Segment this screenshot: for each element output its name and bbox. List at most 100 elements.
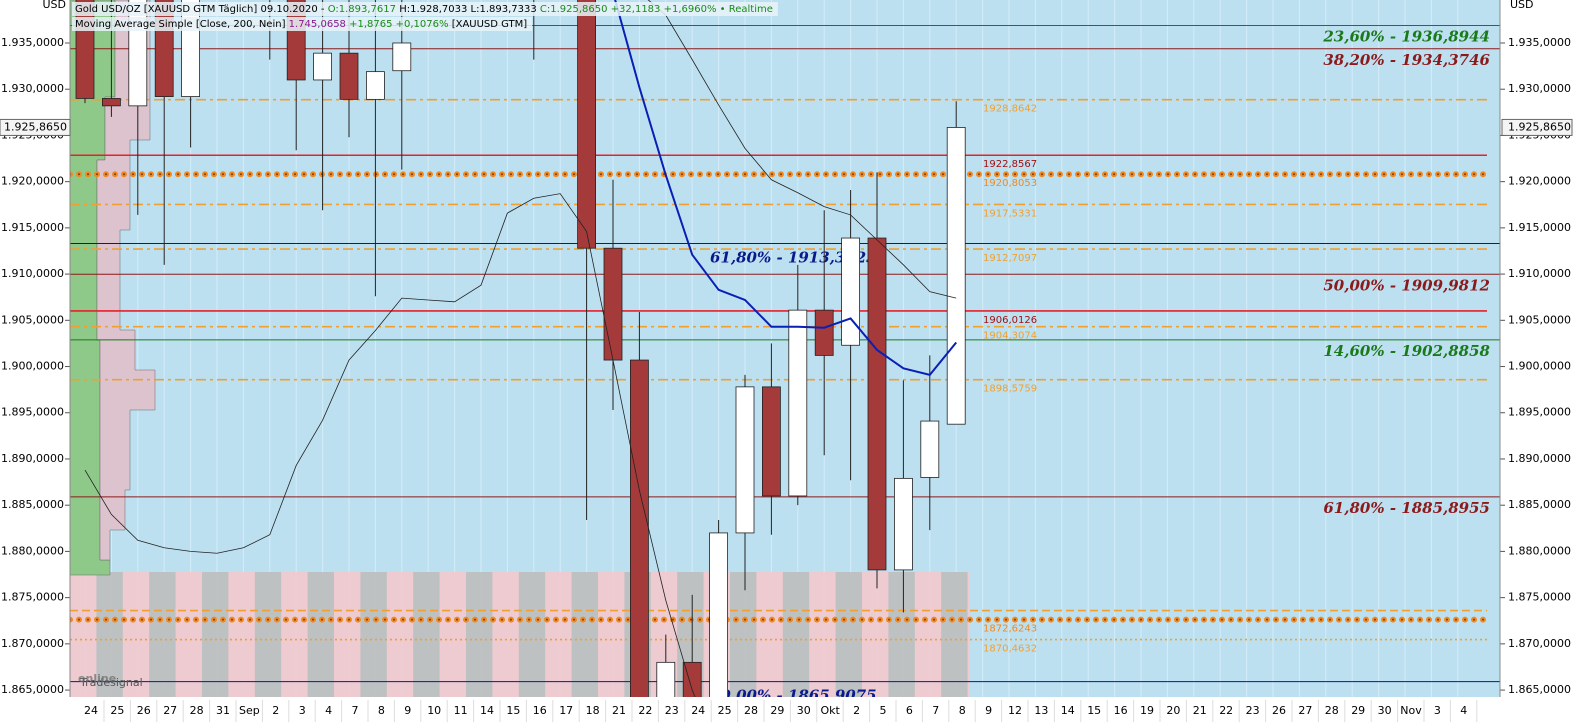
x-tick-label: 16 xyxy=(1114,704,1128,717)
x-tick-label: 3 xyxy=(1434,704,1441,717)
x-tick-label: 20 xyxy=(1166,704,1180,717)
x-tick-label: 31 xyxy=(216,704,230,717)
x-tick-label: 28 xyxy=(744,704,758,717)
indicator-line xyxy=(84,193,696,697)
fib-label: 50,00% - 1865,9075 xyxy=(710,687,877,705)
y-tick-label: 1.875,0000 xyxy=(1508,591,1571,604)
x-tick-label: 23 xyxy=(665,704,679,717)
candle-body xyxy=(365,71,385,100)
legend-text: 1.745,0658 xyxy=(289,19,349,30)
y-tick-label: 1.885,0000 xyxy=(1508,498,1571,511)
x-tick-label: 8 xyxy=(959,704,966,717)
x-tick-label: 30 xyxy=(1378,704,1392,717)
x-tick-label: 9 xyxy=(404,704,411,717)
y-tick-label: 1.895,0000 xyxy=(1508,406,1571,419)
y-tick-label: 1.880,0000 xyxy=(1,544,64,557)
legend-text: [XAUUSD GTM] xyxy=(452,19,528,30)
y-tick-label: 1.885,0000 xyxy=(1,498,64,511)
fib-label: 50,00% - 1909,9812 xyxy=(1323,276,1490,294)
x-tick-label: 5 xyxy=(880,704,887,717)
legend-text: O:1.893,7617 xyxy=(328,4,400,15)
x-tick-label: 22 xyxy=(638,704,652,717)
candle-body xyxy=(920,420,940,478)
price-level-label: 1898,5759 xyxy=(983,384,1037,395)
x-tick-label: 18 xyxy=(586,704,600,717)
last-price-label: 1.925,8650 xyxy=(1508,120,1571,133)
indicator-line xyxy=(647,0,957,299)
y-tick-label: 1.905,0000 xyxy=(1508,313,1571,326)
x-tick-label: 2 xyxy=(272,704,279,717)
x-tick-label: 4 xyxy=(1460,704,1467,717)
y-tick-label: 1.895,0000 xyxy=(1,406,64,419)
x-tick-label: 14 xyxy=(1061,704,1075,717)
x-tick-label: 21 xyxy=(1193,704,1207,717)
volume-profile xyxy=(96,0,156,561)
y-tick-label: 1.875,0000 xyxy=(1,591,64,604)
x-tick-label: 27 xyxy=(1298,704,1312,717)
candle-body xyxy=(656,661,676,697)
candle-body xyxy=(630,359,649,697)
y-tick-label: 1.920,0000 xyxy=(1,175,64,188)
y-tick-label: 1.920,0000 xyxy=(1508,175,1571,188)
x-tick-label: 27 xyxy=(163,704,177,717)
legend-text: C:1.925,8650 +32,1183 +1,6960% • Realtim… xyxy=(540,4,773,15)
candle-body xyxy=(946,127,966,425)
fib-label: 61,80% - 1913,3123 xyxy=(710,248,877,266)
logo: online xyxy=(78,672,116,685)
candle-body xyxy=(867,237,887,571)
y-tick-label: 1.910,0000 xyxy=(1,267,64,280)
x-tick-label: 6 xyxy=(906,704,913,717)
indicator-line xyxy=(614,0,957,376)
last-price-tag xyxy=(0,118,71,136)
y-tick-label: 1.915,0000 xyxy=(1508,221,1571,234)
candle-body xyxy=(392,42,412,72)
logo: Tradesignal xyxy=(79,676,143,689)
candle-body xyxy=(735,386,755,534)
x-tick-label: 23 xyxy=(1246,704,1260,717)
legend-background xyxy=(72,17,533,31)
price-level-label: 1904,3074 xyxy=(983,331,1037,342)
x-tick-label: 15 xyxy=(1087,704,1101,717)
candle-body xyxy=(814,309,834,356)
y-tick-label: 1.900,0000 xyxy=(1508,360,1571,373)
price-level-label: 1872,6243 xyxy=(983,624,1037,635)
y-tick-label: 1.870,0000 xyxy=(1,637,64,650)
x-tick-label: 16 xyxy=(533,704,547,717)
x-tick-label: 28 xyxy=(1325,704,1339,717)
legend-background xyxy=(72,2,778,16)
x-tick-label: Nov xyxy=(1400,704,1422,717)
y-tick-label: 1.930,0000 xyxy=(1,82,64,95)
candle-body xyxy=(577,0,596,249)
x-tick-label: 28 xyxy=(190,704,204,717)
x-tick-label: 7 xyxy=(352,704,359,717)
x-tick-label: 15 xyxy=(506,704,520,717)
x-tick-label: 22 xyxy=(1219,704,1233,717)
x-tick-label: 21 xyxy=(612,704,626,717)
x-tick-label: 25 xyxy=(110,704,124,717)
candle-body xyxy=(682,661,702,697)
price-level-label: 1912,7097 xyxy=(983,253,1037,264)
legend-text: Moving Average Simple [Close, 200, Nein] xyxy=(75,19,289,30)
x-tick-label: 10 xyxy=(427,704,441,717)
x-axis-band xyxy=(70,697,1500,728)
x-tick-label: 9 xyxy=(985,704,992,717)
x-tick-label: 26 xyxy=(1272,704,1286,717)
y-tick-label: 1.870,0000 xyxy=(1508,637,1571,650)
x-tick-label: 2 xyxy=(853,704,860,717)
candle-body xyxy=(788,309,808,497)
candle-body xyxy=(603,247,623,361)
x-tick-label: 4 xyxy=(325,704,332,717)
y-tick-label: 1.935,0000 xyxy=(1508,36,1571,49)
price-level-label: 1920,8053 xyxy=(983,178,1037,189)
fib-label: 23,60% - 1936,8944 xyxy=(1322,27,1490,45)
candle-body xyxy=(313,52,333,81)
price-level-label: 1870,4632 xyxy=(983,644,1037,655)
y-unit: USD xyxy=(42,0,66,11)
candle-body xyxy=(841,237,860,346)
x-tick-label: 24 xyxy=(691,704,705,717)
legend-line: Gold USD/OZ [XAUUSD GTM Täglich] 09.10.2… xyxy=(75,4,773,15)
x-tick-label: 19 xyxy=(1140,704,1154,717)
y-tick-label: 1.890,0000 xyxy=(1508,452,1571,465)
price-level-label: 1906,0126 xyxy=(983,315,1037,326)
x-tick-label: 13 xyxy=(1034,704,1048,717)
